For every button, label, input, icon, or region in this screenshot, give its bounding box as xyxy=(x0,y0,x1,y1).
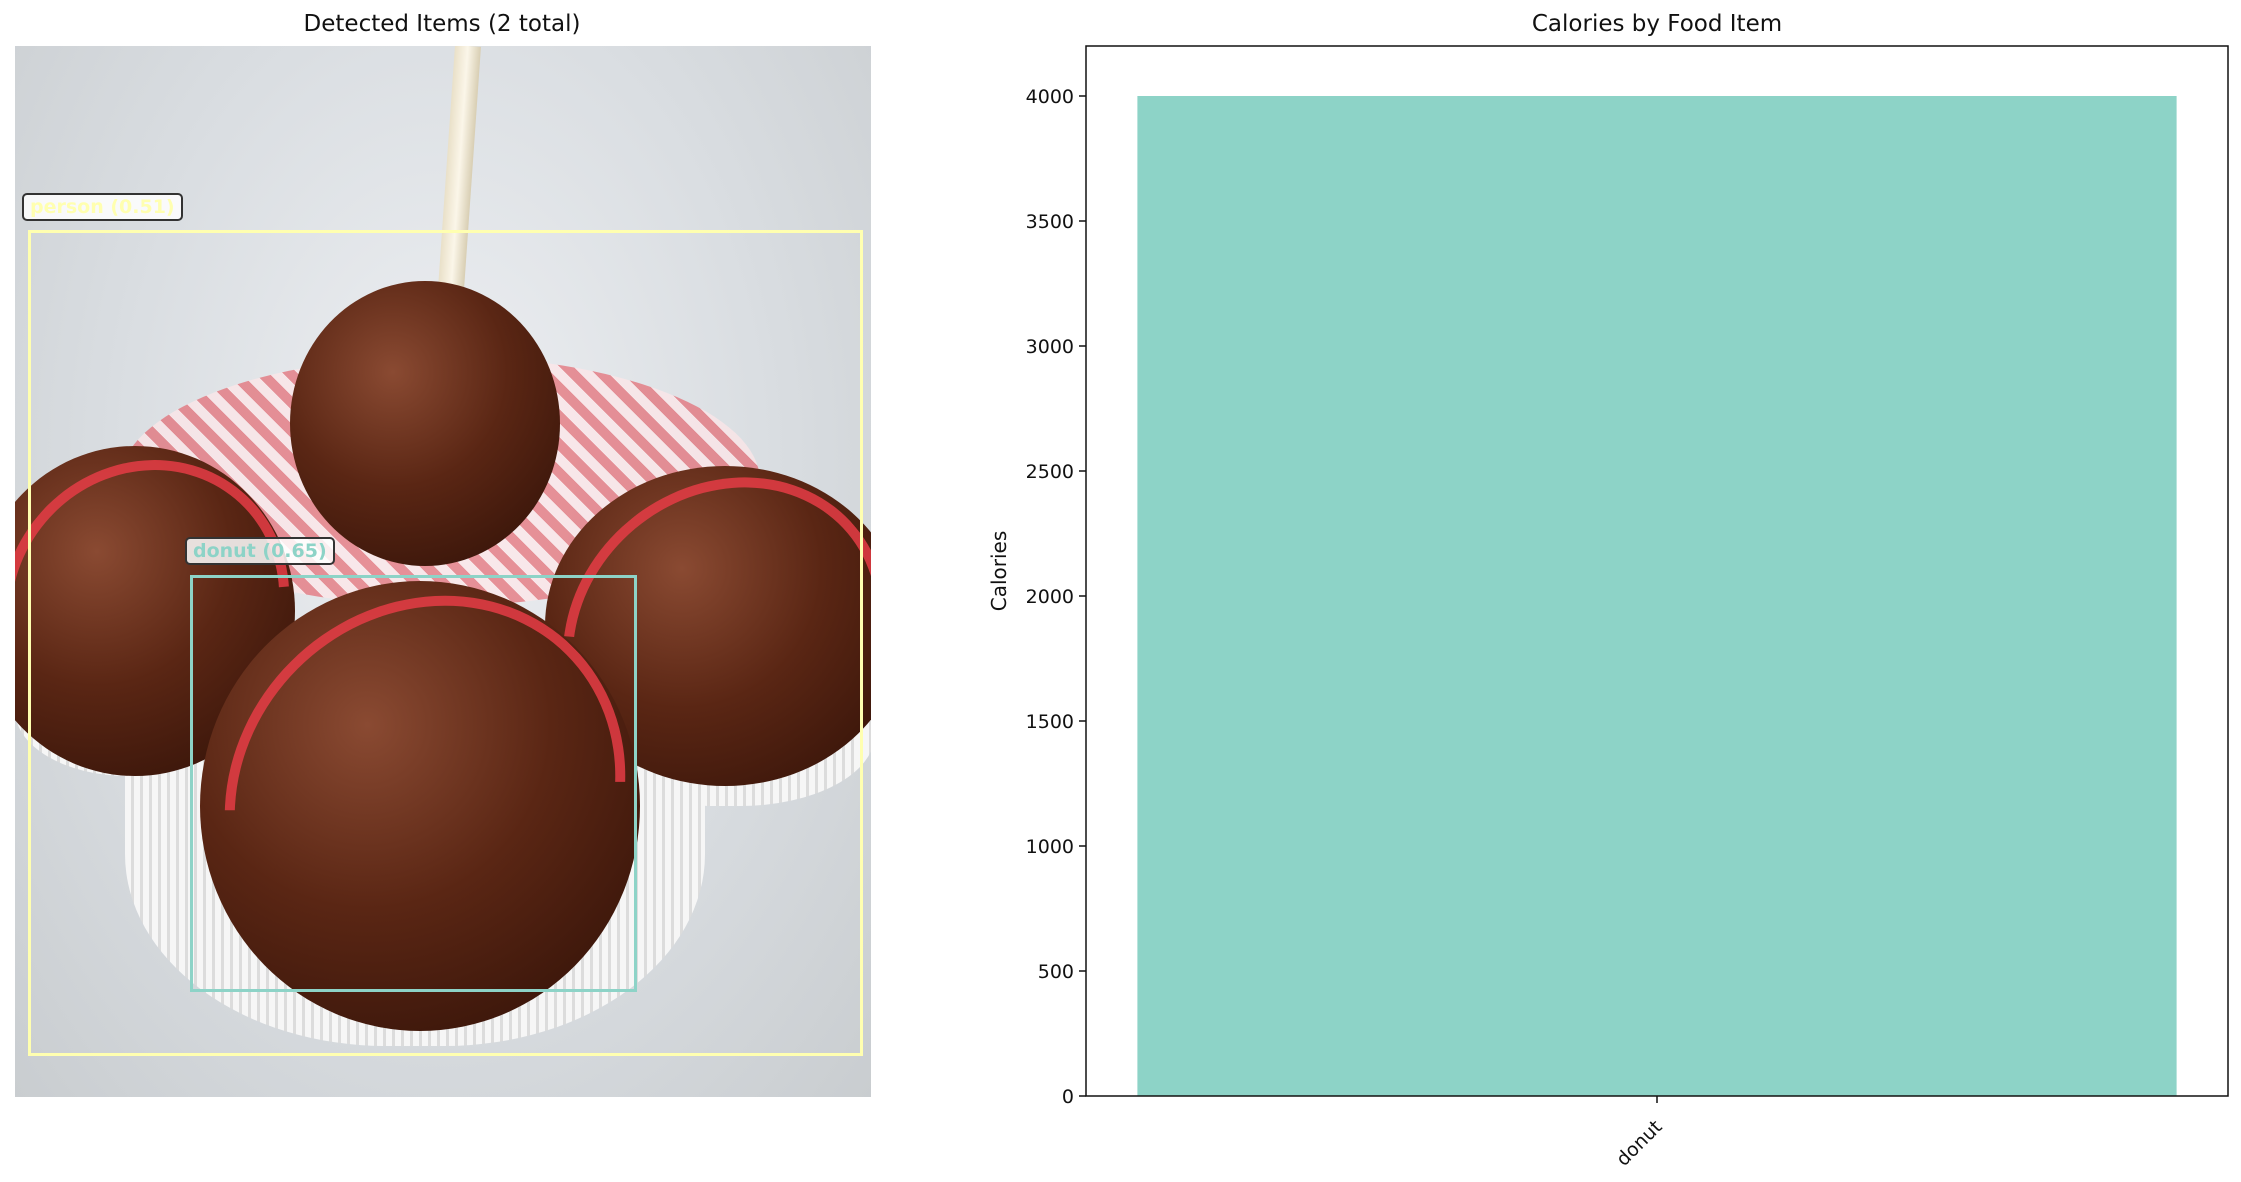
cake-ball-front xyxy=(200,581,640,1031)
cake-ball-top xyxy=(290,281,560,566)
chart-title: Calories by Food Item xyxy=(1531,11,1783,37)
y-tick-label-4000: 4000 xyxy=(1026,86,1074,108)
y-tick-label-2500: 2500 xyxy=(1026,461,1074,483)
y-tick-label-2000: 2000 xyxy=(1026,586,1074,608)
bbox-person-label: person (0.51) xyxy=(22,193,183,221)
y-axis-label: Calories xyxy=(987,531,1011,612)
detection-photo: person (0.51) donut (0.65) xyxy=(15,46,871,1097)
bbox-donut xyxy=(190,575,637,992)
y-tick-label-1500: 1500 xyxy=(1026,711,1074,733)
plot-frame xyxy=(1085,45,2229,1097)
y-tick-label-3500: 3500 xyxy=(1026,211,1074,233)
y-tick-label-1000: 1000 xyxy=(1026,836,1074,858)
bbox-person xyxy=(28,230,863,1056)
bar-donut xyxy=(1137,96,2177,1096)
y-tick-label-0: 0 xyxy=(1062,1086,1074,1108)
detection-panel-title: Detected Items (2 total) xyxy=(303,11,581,37)
y-tick-label-3000: 3000 xyxy=(1026,336,1074,358)
y-tick-label-500: 500 xyxy=(1038,961,1074,983)
x-tick-label-donut: donut xyxy=(1612,1116,1667,1171)
bbox-donut-label: donut (0.65) xyxy=(185,537,335,565)
